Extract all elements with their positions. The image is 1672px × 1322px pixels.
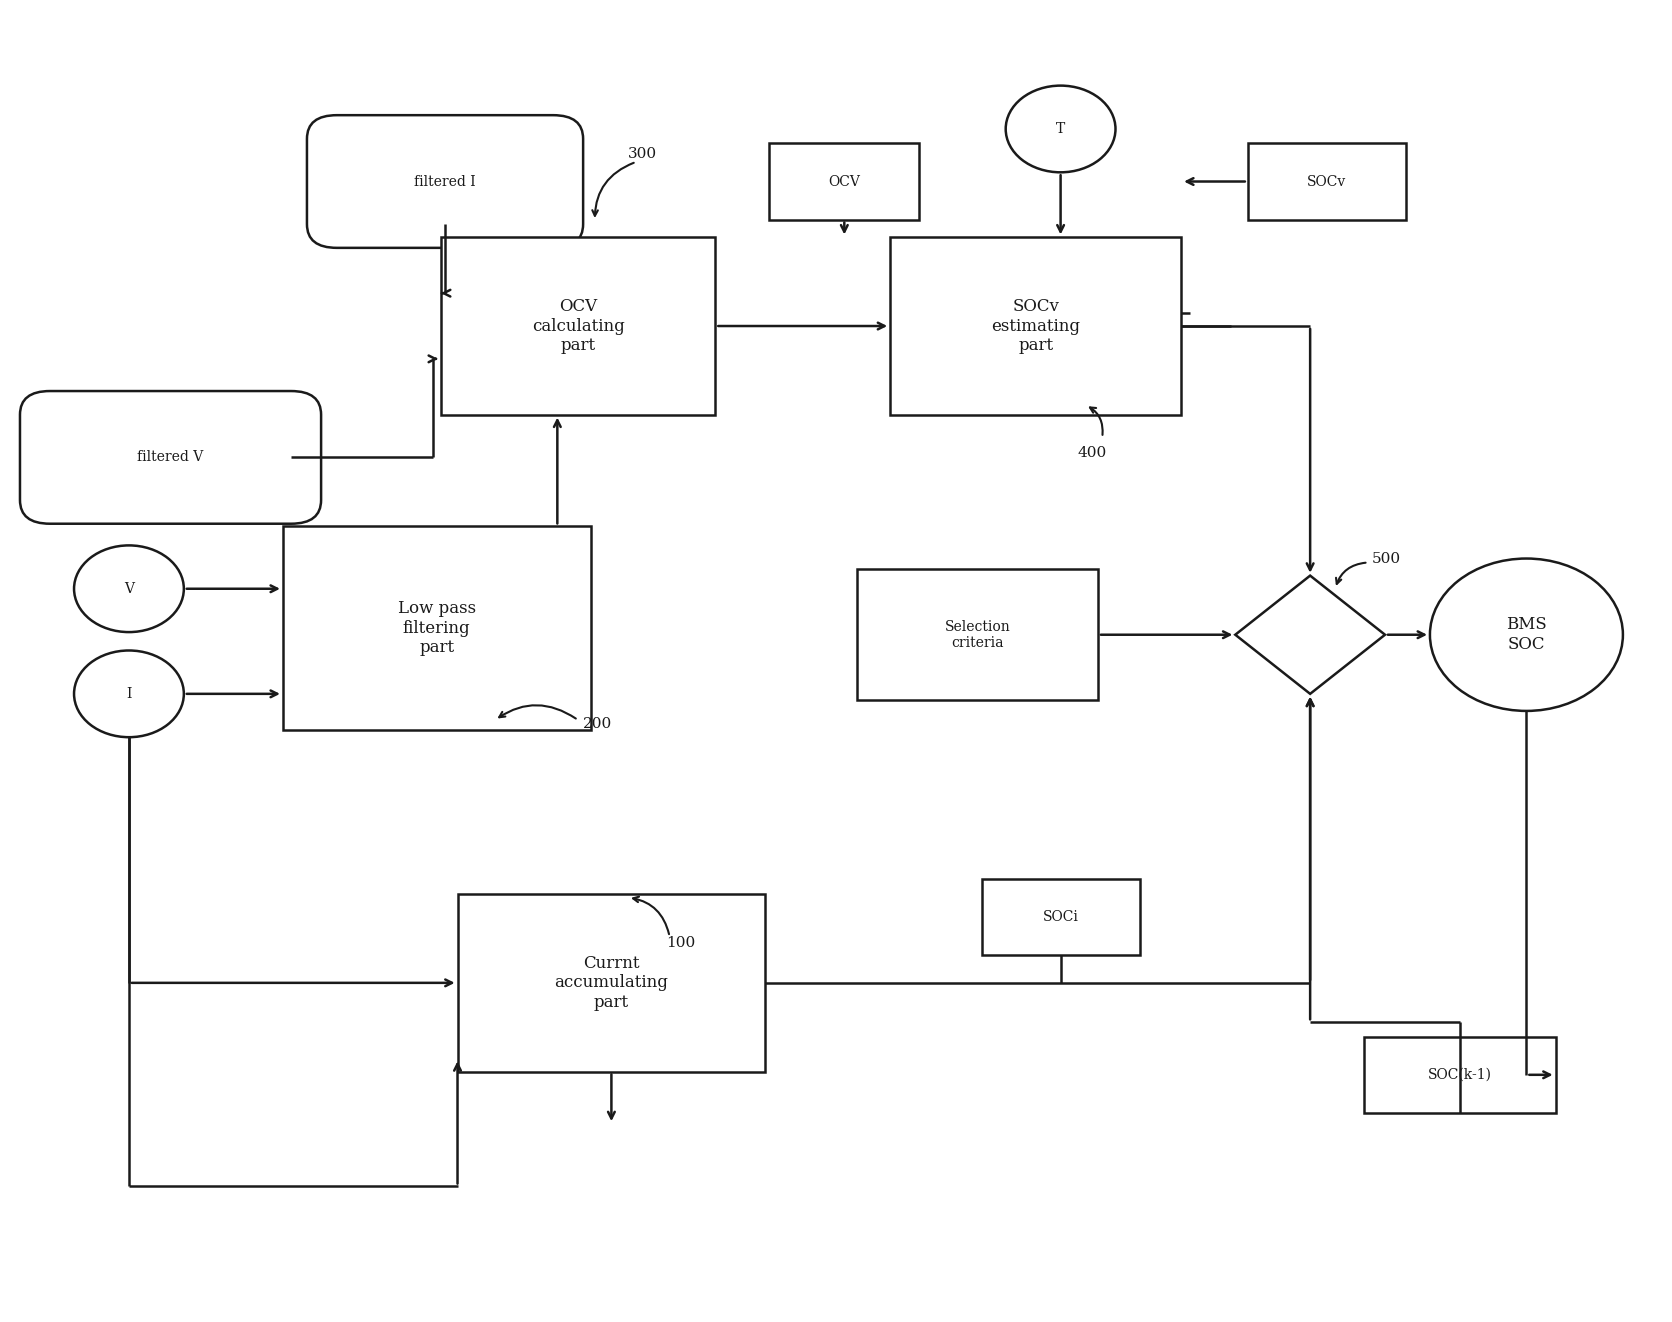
FancyBboxPatch shape (1247, 143, 1406, 219)
Circle shape (1005, 86, 1115, 172)
Text: T: T (1057, 122, 1065, 136)
FancyBboxPatch shape (458, 894, 766, 1072)
Text: 100: 100 (667, 936, 696, 951)
FancyBboxPatch shape (890, 238, 1180, 415)
Text: filtered V: filtered V (137, 451, 204, 464)
Text: BMS
SOC: BMS SOC (1506, 616, 1547, 653)
Circle shape (1430, 558, 1624, 711)
Text: 200: 200 (584, 717, 612, 731)
Circle shape (74, 650, 184, 738)
Text: V: V (124, 582, 134, 596)
Text: SOC(k-1): SOC(k-1) (1428, 1068, 1491, 1081)
Text: Selection
criteria: Selection criteria (945, 620, 1010, 650)
Text: Currnt
accumulating
part: Currnt accumulating part (555, 954, 669, 1011)
Text: OCV: OCV (828, 175, 861, 189)
FancyBboxPatch shape (308, 115, 584, 247)
Text: 400: 400 (1077, 447, 1107, 460)
FancyBboxPatch shape (283, 526, 590, 730)
Text: Low pass
filtering
part: Low pass filtering part (398, 600, 477, 656)
Text: 300: 300 (629, 147, 657, 161)
Text: SOCv
estimating
part: SOCv estimating part (991, 297, 1080, 354)
Text: 500: 500 (1371, 551, 1401, 566)
Text: SOCi: SOCi (1043, 910, 1078, 924)
FancyBboxPatch shape (1364, 1036, 1555, 1113)
FancyBboxPatch shape (856, 568, 1099, 701)
FancyBboxPatch shape (441, 238, 716, 415)
Text: OCV
calculating
part: OCV calculating part (532, 297, 625, 354)
Text: filtered I: filtered I (415, 175, 477, 189)
FancyBboxPatch shape (20, 391, 321, 524)
Polygon shape (1236, 575, 1384, 694)
Text: SOCv: SOCv (1308, 175, 1346, 189)
FancyBboxPatch shape (981, 879, 1140, 956)
FancyBboxPatch shape (769, 143, 920, 219)
Circle shape (74, 546, 184, 632)
Text: I: I (127, 687, 132, 701)
